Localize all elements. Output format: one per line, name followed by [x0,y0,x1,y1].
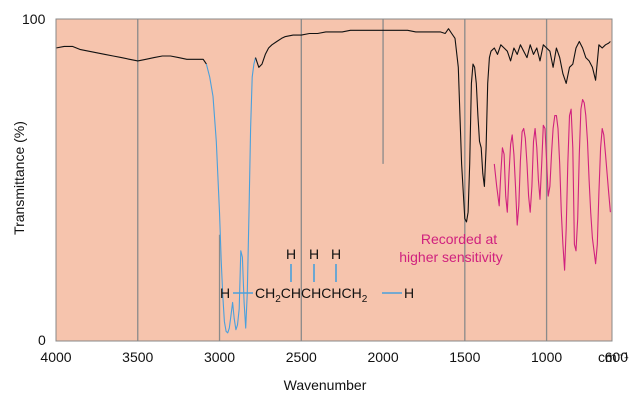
molecule-h-top-3: H [331,246,341,262]
x-tick-label-2500: 2500 [286,349,317,365]
spectrum-line-fingerprint [254,28,611,223]
molecule-h-left: H [220,285,230,301]
molecule-sub-b: 2 [362,294,368,305]
molecule-h-top-2: H [309,246,319,262]
spectrum-series [55,28,611,334]
x-tick-label-1500: 1500 [449,349,480,365]
molecule-chain-mid: CHCHCHCH [281,285,362,301]
spectrum-line-high-sensitivity [493,98,611,271]
x-tick-label-1000: 1000 [531,349,562,365]
y-tick-label-100: 100 [22,11,46,27]
molecule-chain: CH2CHCHCHCH2 [255,285,368,305]
molecule-sub-a: 2 [275,294,281,305]
annotation-line-1: Recorded at [421,231,497,247]
y-tick-label-0: 0 [38,332,46,348]
molecule-ch2-a: CH [255,285,275,301]
x-unit-label: cm⁻¹ [598,349,629,365]
x-tick-labels: 4000 3500 3000 2500 2000 1500 1000 600 [40,349,628,365]
x-axis-title: Wavenumber [284,377,367,393]
x-tick-label-2000: 2000 [367,349,398,365]
x-tick-label-4000: 4000 [40,349,71,365]
grid-lines [137,19,548,341]
x-tick-label-3000: 3000 [204,349,235,365]
molecule-h-right: H [404,285,414,301]
annotation-line-2: higher sensitivity [399,249,503,265]
x-tick-label-600: 600 [605,349,629,365]
spectrum-line-high-freq [55,45,207,65]
spectrum-line-ch-stretch [205,57,257,334]
plot-frame [55,18,613,342]
molecule-h-top-1: H [286,246,296,262]
molecule-structure: H H H H CH2CHCHCHCH2 H [220,246,414,305]
y-axis-title: Transmittance (%) [11,121,27,235]
x-tick-label-3500: 3500 [122,349,153,365]
